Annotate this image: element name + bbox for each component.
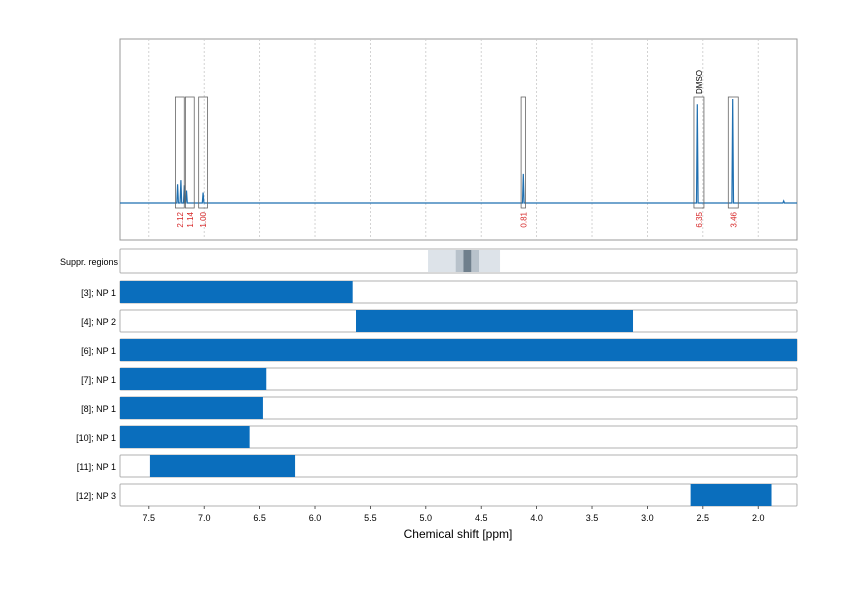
- row-bar: [120, 281, 353, 303]
- suppression-band: [463, 250, 472, 272]
- integral-box: [693, 96, 705, 209]
- x-tick-label: 2.5: [697, 513, 710, 523]
- x-tick-label: 4.5: [475, 513, 488, 523]
- row-bar: [120, 368, 267, 390]
- row-bar: [120, 397, 263, 419]
- integral-label: 2.12: [176, 211, 185, 227]
- integral-label: 1.14: [186, 211, 195, 227]
- x-axis-label: Chemical shift [ppm]: [404, 527, 513, 541]
- suppression-label: Suppr. regions: [60, 257, 119, 267]
- row-bar: [149, 455, 296, 477]
- x-tick-label: 3.5: [586, 513, 599, 523]
- suppression-panel: Suppr. regions: [60, 248, 798, 274]
- row-bar: [690, 484, 772, 506]
- integral-box: [184, 96, 195, 209]
- row-label: [11]; NP 1: [77, 462, 116, 472]
- integral-box: [520, 96, 526, 209]
- integral-box: [198, 96, 208, 209]
- row-bar: [120, 426, 250, 448]
- integral-box: [727, 96, 739, 209]
- integral-label: 3.46: [729, 211, 738, 227]
- x-tick-label: 6.0: [309, 513, 322, 523]
- integral-label: 6.35: [695, 211, 704, 227]
- x-tick-label: 6.5: [253, 513, 266, 523]
- spectrum-panel: 2.12 1.14 1.00 0.81 6.35 DMSO 3.46: [119, 38, 798, 241]
- row-label: [4]; NP 2: [81, 317, 116, 327]
- x-axis: 7.5 7.0 6.5 6.0 5.5 5.0 4.5 4.0 3.5 3.0 2.5 2.0: [143, 506, 765, 523]
- row-label: [10]; NP 1: [76, 433, 116, 443]
- x-tick-label: 4.0: [530, 513, 543, 523]
- x-tick-label: 3.0: [641, 513, 654, 523]
- spectrum-line: [120, 98, 797, 204]
- x-tick-label: 5.5: [364, 513, 377, 523]
- x-tick-label: 2.0: [752, 513, 765, 523]
- row-bar: [120, 339, 797, 361]
- row-label: [8]; NP 1: [81, 404, 116, 414]
- x-tick-label: 7.5: [143, 513, 156, 523]
- row-bar: [356, 310, 634, 332]
- row-label: [3]; NP 1: [81, 288, 116, 298]
- row-label: [7]; NP 1: [81, 375, 116, 385]
- integral-box: [175, 96, 185, 209]
- row-label: [6]; NP 1: [81, 346, 116, 356]
- row-label: [12]; NP 3: [76, 491, 116, 501]
- region-rows: [3]; NP 1 [4]; NP 2 [6]; NP 1 [7]; NP 1 [8];…: [76, 280, 798, 507]
- row-frame: [119, 483, 798, 507]
- x-tick-label: 5.0: [420, 513, 433, 523]
- spectrum-frame: [119, 38, 798, 241]
- integral-label: 0.81: [519, 211, 528, 227]
- peak-annotation: DMSO: [695, 70, 704, 94]
- integral-label: 1.00: [199, 211, 208, 227]
- x-tick-label: 7.0: [198, 513, 211, 523]
